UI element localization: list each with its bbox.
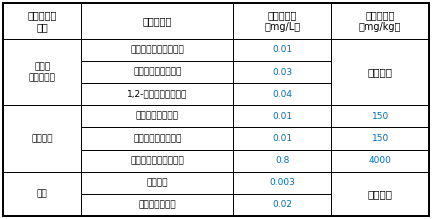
Bar: [233, 172, 331, 194]
Text: 重金属類: 重金属類: [32, 134, 53, 143]
Bar: [3, 172, 81, 216]
Bar: [81, 39, 233, 61]
Bar: [81, 3, 233, 39]
Bar: [233, 127, 331, 150]
Text: 0.003: 0.003: [270, 178, 295, 187]
Bar: [331, 172, 429, 216]
Bar: [81, 150, 233, 172]
Bar: [233, 61, 331, 83]
Text: 0.03: 0.03: [272, 67, 292, 76]
Text: 150: 150: [372, 134, 389, 143]
Text: 4000: 4000: [368, 156, 391, 165]
Text: 汚染物質の
分類: 汚染物質の 分類: [27, 10, 57, 32]
Bar: [331, 39, 429, 105]
Text: 150: 150: [372, 112, 389, 121]
Bar: [3, 105, 81, 172]
Text: 含有量基準
（mg/kg）: 含有量基準 （mg/kg）: [359, 10, 401, 32]
Bar: [233, 150, 331, 172]
Bar: [3, 39, 81, 105]
Bar: [233, 3, 331, 39]
Text: フッ素及びその化合物: フッ素及びその化合物: [130, 156, 184, 165]
Bar: [81, 61, 233, 83]
Text: 0.04: 0.04: [272, 90, 292, 99]
Text: 基準無し: 基準無し: [368, 67, 393, 77]
Text: 基準無し: 基準無し: [368, 189, 393, 199]
Bar: [81, 172, 233, 194]
Bar: [233, 105, 331, 127]
Bar: [331, 127, 429, 150]
Bar: [233, 194, 331, 216]
Text: 揮発性
有機化合物: 揮発性 有機化合物: [29, 62, 56, 82]
Text: 0.01: 0.01: [272, 134, 292, 143]
Text: 1,2-ジクロロエチレン: 1,2-ジクロロエチレン: [127, 90, 187, 99]
Text: 汚染物質名: 汚染物質名: [143, 16, 172, 26]
Text: チオベンカルブ: チオベンカルブ: [139, 200, 176, 209]
Text: テトラクロロエチレン: テトラクロロエチレン: [130, 45, 184, 54]
Text: シマジン: シマジン: [146, 178, 168, 187]
Bar: [3, 3, 81, 39]
Bar: [331, 3, 429, 39]
Bar: [81, 105, 233, 127]
Text: 0.01: 0.01: [272, 112, 292, 121]
Bar: [233, 83, 331, 105]
Text: 溶出量基準
（mg/L）: 溶出量基準 （mg/L）: [264, 10, 300, 32]
Text: トリクロロエチレン: トリクロロエチレン: [133, 67, 181, 76]
Bar: [233, 39, 331, 61]
Bar: [81, 127, 233, 150]
Bar: [81, 83, 233, 105]
Text: 鉛及びその化合物: 鉛及びその化合物: [136, 112, 179, 121]
Text: 0.02: 0.02: [272, 200, 292, 209]
Text: 砒素及びその化合物: 砒素及びその化合物: [133, 134, 181, 143]
Text: 0.8: 0.8: [275, 156, 289, 165]
Text: 農薬: 農薬: [37, 189, 48, 198]
Bar: [331, 150, 429, 172]
Bar: [81, 194, 233, 216]
Text: 0.01: 0.01: [272, 45, 292, 54]
Bar: [331, 105, 429, 127]
